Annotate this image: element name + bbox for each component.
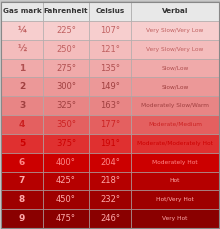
Text: 246°: 246°	[100, 214, 120, 223]
Bar	[43, 190, 89, 209]
Bar	[43, 96, 89, 115]
Text: Hot/Very Hot: Hot/Very Hot	[156, 197, 194, 202]
Text: ¼: ¼	[17, 26, 27, 35]
Text: 177°: 177°	[100, 120, 120, 129]
Text: 8: 8	[19, 195, 25, 204]
Bar	[1, 1, 43, 21]
Text: 2: 2	[19, 82, 25, 91]
Text: 400°: 400°	[56, 158, 76, 167]
Text: 375°: 375°	[56, 139, 76, 148]
Text: Moderately Hot: Moderately Hot	[152, 160, 198, 165]
Text: 218°: 218°	[100, 177, 120, 185]
Bar	[1, 77, 43, 96]
Bar	[89, 21, 131, 40]
Bar	[43, 134, 89, 153]
Bar	[43, 40, 89, 59]
Text: Slow/Low: Slow/Low	[161, 65, 189, 71]
Text: 191°: 191°	[100, 139, 120, 148]
Text: 425°: 425°	[56, 177, 76, 185]
Bar	[131, 190, 219, 209]
Bar	[43, 21, 89, 40]
Text: Moderate/Medium: Moderate/Medium	[148, 122, 202, 127]
Text: Moderately Slow/Warm: Moderately Slow/Warm	[141, 103, 209, 108]
Bar	[1, 21, 43, 40]
Bar	[89, 96, 131, 115]
Text: 149°: 149°	[100, 82, 120, 91]
Bar	[1, 209, 43, 228]
Bar	[131, 59, 219, 77]
Bar	[131, 21, 219, 40]
Text: 275°: 275°	[56, 63, 76, 73]
Bar	[43, 172, 89, 190]
Text: Celsius: Celsius	[95, 8, 125, 14]
Text: Verbal: Verbal	[162, 8, 188, 14]
Bar	[131, 115, 219, 134]
Bar	[89, 209, 131, 228]
Bar	[43, 1, 89, 21]
Text: 4: 4	[19, 120, 25, 129]
Text: 163°: 163°	[100, 101, 120, 110]
Bar	[43, 59, 89, 77]
Bar	[131, 96, 219, 115]
Bar	[1, 172, 43, 190]
Text: 225°: 225°	[56, 26, 76, 35]
Bar	[89, 153, 131, 172]
Bar	[43, 77, 89, 96]
Text: 107°: 107°	[100, 26, 120, 35]
Text: 135°: 135°	[100, 63, 120, 73]
Bar	[131, 77, 219, 96]
Text: Very Hot: Very Hot	[162, 216, 188, 221]
Bar	[1, 190, 43, 209]
Text: 250°: 250°	[56, 45, 76, 54]
Text: 450°: 450°	[56, 195, 76, 204]
Bar	[43, 115, 89, 134]
Text: Very Slow/Very Low: Very Slow/Very Low	[146, 47, 204, 52]
Bar	[1, 59, 43, 77]
Text: ½: ½	[17, 45, 27, 54]
Text: 3: 3	[19, 101, 25, 110]
Text: Moderate/Moderately Hot: Moderate/Moderately Hot	[137, 141, 213, 146]
Text: 350°: 350°	[56, 120, 76, 129]
Bar	[89, 190, 131, 209]
Text: 204°: 204°	[100, 158, 120, 167]
Text: 475°: 475°	[56, 214, 76, 223]
Text: Slow/Low: Slow/Low	[161, 84, 189, 89]
Bar	[43, 153, 89, 172]
Text: 300°: 300°	[56, 82, 76, 91]
Bar	[89, 59, 131, 77]
Bar	[131, 172, 219, 190]
Bar	[1, 115, 43, 134]
Text: Gas mark: Gas mark	[3, 8, 41, 14]
Bar	[131, 209, 219, 228]
Bar	[89, 134, 131, 153]
Text: 5: 5	[19, 139, 25, 148]
Text: Very Slow/Very Low: Very Slow/Very Low	[146, 28, 204, 33]
Text: Hot: Hot	[170, 178, 180, 183]
Text: 6: 6	[19, 158, 25, 167]
Text: Fahrenheit: Fahrenheit	[44, 8, 88, 14]
Text: 9: 9	[19, 214, 25, 223]
Bar	[131, 40, 219, 59]
Bar	[1, 40, 43, 59]
Text: 7: 7	[19, 177, 25, 185]
Bar	[131, 153, 219, 172]
Bar	[43, 209, 89, 228]
Bar	[131, 1, 219, 21]
Text: 121°: 121°	[100, 45, 120, 54]
Text: 1: 1	[19, 63, 25, 73]
Bar	[89, 115, 131, 134]
Bar	[1, 134, 43, 153]
Text: 232°: 232°	[100, 195, 120, 204]
Bar	[89, 172, 131, 190]
Bar	[131, 134, 219, 153]
Bar	[89, 77, 131, 96]
Bar	[1, 96, 43, 115]
Bar	[1, 153, 43, 172]
Bar	[89, 40, 131, 59]
Text: 325°: 325°	[56, 101, 76, 110]
Bar	[89, 1, 131, 21]
